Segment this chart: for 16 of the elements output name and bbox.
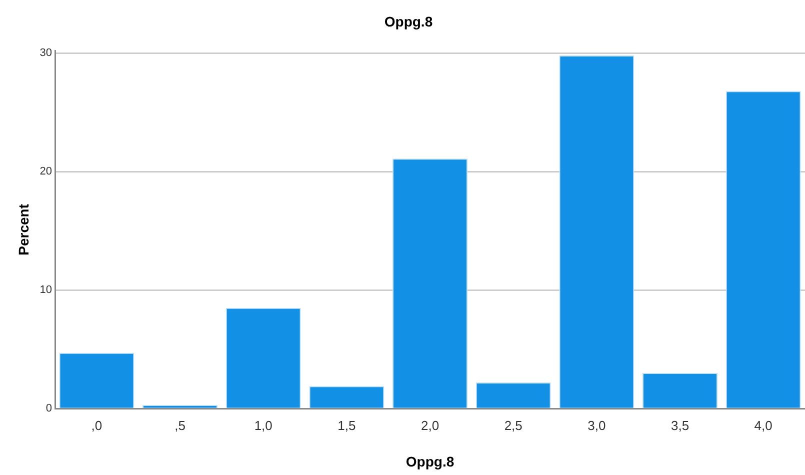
x-tick-label: 3,5 — [670, 418, 690, 433]
y-tick-label: 10 — [40, 284, 52, 296]
y-tick-label: 30 — [40, 47, 52, 60]
x-tick-label: 1,5 — [338, 418, 356, 433]
x-tick-label: ,0 — [91, 418, 102, 433]
x-tick-label: 2,0 — [420, 418, 440, 433]
x-tick-label: 1,0 — [254, 418, 272, 433]
chart-title: Oppg.8 — [384, 13, 433, 30]
x-tick-label: 2,5 — [504, 418, 522, 433]
x-tick-label: 4,0 — [754, 418, 772, 433]
y-tick-label: 0 — [46, 402, 52, 415]
y-axis-title: Percent — [15, 204, 32, 256]
y-tick-label: 20 — [40, 166, 52, 178]
x-tick-label: ,5 — [174, 418, 186, 433]
x-tick-label: 3,0 — [588, 418, 606, 433]
x-axis-title: Oppg.8 — [406, 453, 454, 470]
